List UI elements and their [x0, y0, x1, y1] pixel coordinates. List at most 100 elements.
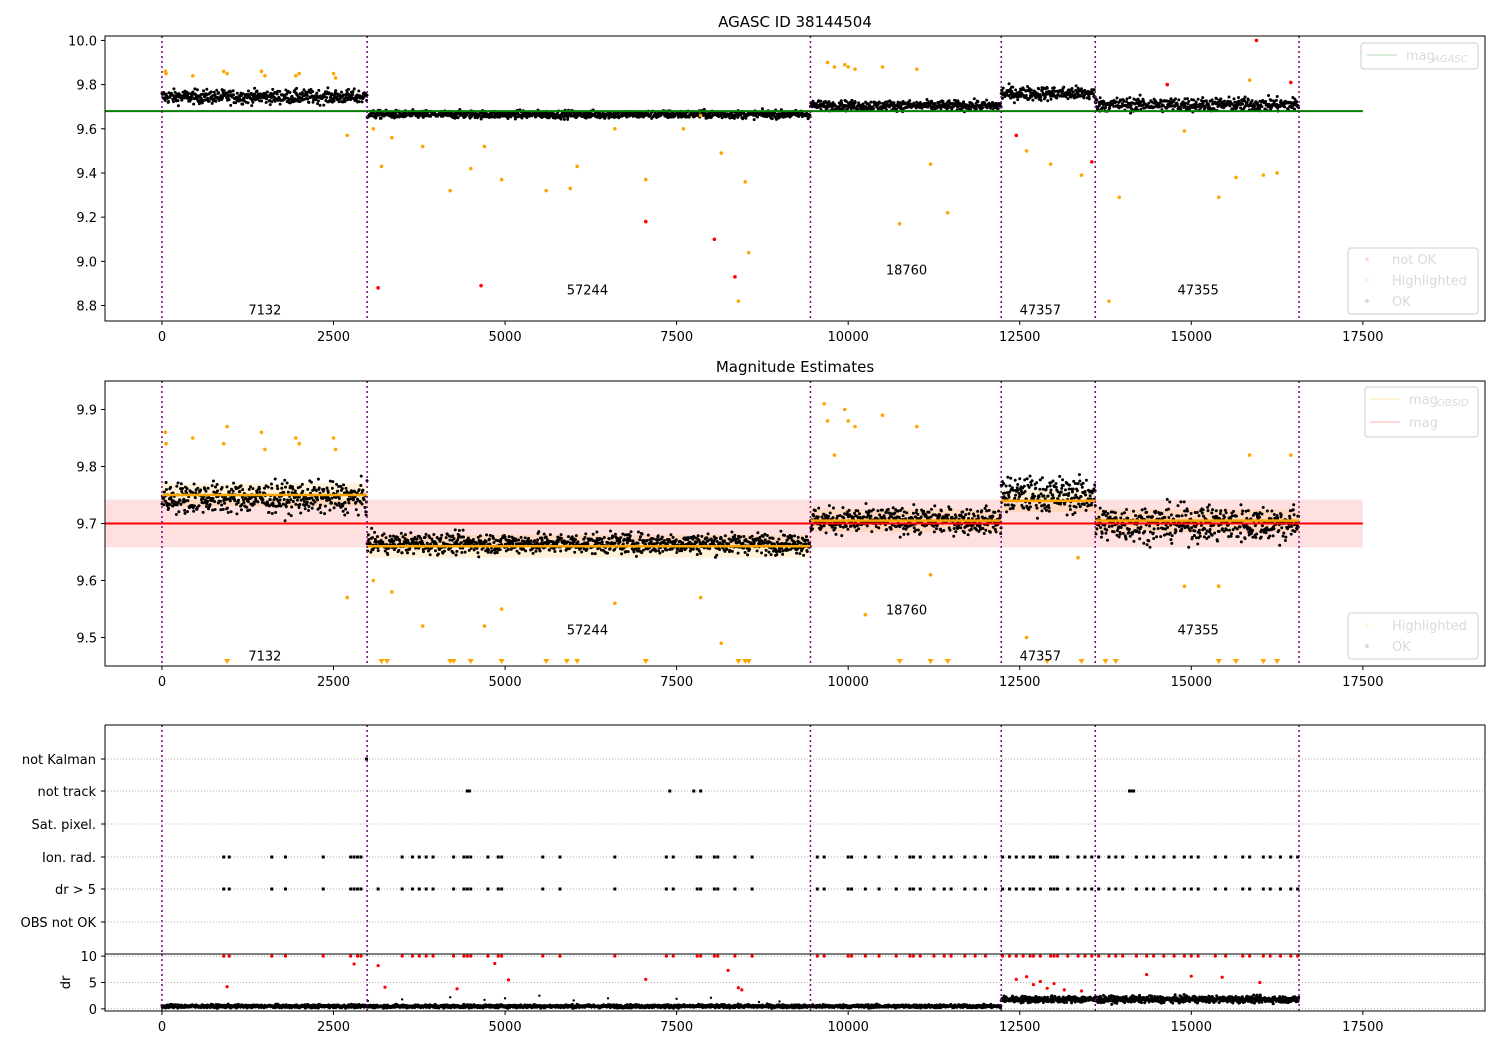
ok-point [337, 501, 341, 505]
ok-point [360, 502, 364, 506]
ok-point [379, 116, 383, 120]
ok-point [472, 548, 476, 552]
ok-point [831, 506, 835, 510]
ok-point [632, 550, 636, 554]
ok-point [325, 486, 329, 490]
ok-point [237, 498, 241, 502]
ok-point [248, 508, 252, 512]
ok-point [300, 91, 304, 95]
ok-point [932, 530, 936, 534]
ok-point [286, 490, 290, 494]
ok-point [844, 524, 848, 528]
ok-point [213, 500, 217, 504]
highlighted-point [842, 62, 847, 67]
ok-point [211, 497, 215, 501]
highlighted-point [1079, 173, 1084, 177]
ok-point [409, 531, 413, 535]
ok-point [479, 117, 483, 121]
ok-point [519, 535, 523, 539]
ok-point [962, 531, 966, 535]
ok-point [422, 550, 426, 554]
ok-point [892, 101, 896, 105]
ok-point [322, 95, 326, 99]
ok-point [559, 117, 563, 121]
ok-point [261, 498, 265, 502]
highlighted-point [853, 67, 857, 71]
ok-point [822, 524, 826, 528]
ok-point [634, 554, 638, 558]
ok-point [273, 477, 277, 481]
ok-point [211, 94, 215, 98]
ok-point [804, 535, 808, 539]
legend-frame [1347, 247, 1479, 315]
ok-point [583, 536, 587, 540]
ok-point [317, 486, 321, 490]
ok-point [311, 90, 315, 94]
ok-point [376, 549, 380, 553]
ok-point [205, 87, 209, 91]
ok-point [289, 514, 293, 518]
ok-point [201, 510, 205, 514]
ok-point [195, 88, 199, 92]
ok-point [1066, 97, 1070, 101]
ok-point [509, 115, 513, 119]
x-tick-label: 0 [158, 330, 166, 345]
ok-point [302, 88, 306, 92]
ok-point [871, 508, 875, 512]
highlighted-point [743, 180, 748, 184]
ok-point [204, 98, 208, 102]
ok-point [674, 538, 678, 542]
ok-point [796, 535, 800, 539]
highlighted-point [544, 188, 549, 193]
ok-point [241, 488, 245, 492]
ok-point [595, 530, 599, 534]
ok-point [831, 524, 835, 528]
ok-point [227, 490, 231, 494]
ok-point [351, 90, 355, 94]
ok-point [253, 86, 257, 90]
ok-point [400, 551, 404, 555]
highlighted-point [379, 164, 384, 169]
ok-point [432, 533, 436, 537]
highlighted-point [1024, 149, 1029, 153]
ok-point [176, 99, 180, 103]
highlighted-point [221, 69, 226, 74]
ok-point [1295, 100, 1299, 104]
ok-point [319, 511, 323, 515]
ok-point [919, 531, 923, 535]
ok-point [415, 537, 419, 541]
highlighted-point [613, 126, 617, 131]
ok-point [984, 528, 988, 532]
ok-point [764, 548, 768, 552]
ok-point [730, 530, 734, 534]
ok-point [962, 515, 966, 519]
ok-point [422, 115, 426, 119]
ok-point [1039, 98, 1043, 102]
ok-point [606, 551, 610, 555]
highlighted-point [945, 210, 950, 215]
highlighted-point [915, 67, 919, 71]
ok-point [871, 107, 875, 111]
ok-point [927, 510, 931, 514]
ok-point [916, 528, 920, 532]
ok-point [514, 115, 518, 119]
ok-point [226, 510, 230, 514]
ok-point [511, 542, 515, 546]
ok-point [332, 506, 336, 510]
ok-point [265, 90, 269, 94]
ok-point [478, 534, 482, 538]
ok-point [328, 498, 332, 502]
ok-point [1264, 99, 1268, 103]
ok-point [972, 514, 976, 518]
ok-point [275, 484, 279, 488]
ok-point [190, 95, 194, 99]
ok-point [1029, 88, 1033, 92]
ok-point [258, 490, 262, 494]
ok-point [177, 510, 181, 514]
highlighted-point [643, 177, 648, 182]
ok-point [608, 529, 612, 533]
ok-point [834, 532, 838, 536]
ok-point [602, 536, 606, 540]
ok-point [360, 100, 364, 104]
highlighted-point [1234, 175, 1238, 180]
